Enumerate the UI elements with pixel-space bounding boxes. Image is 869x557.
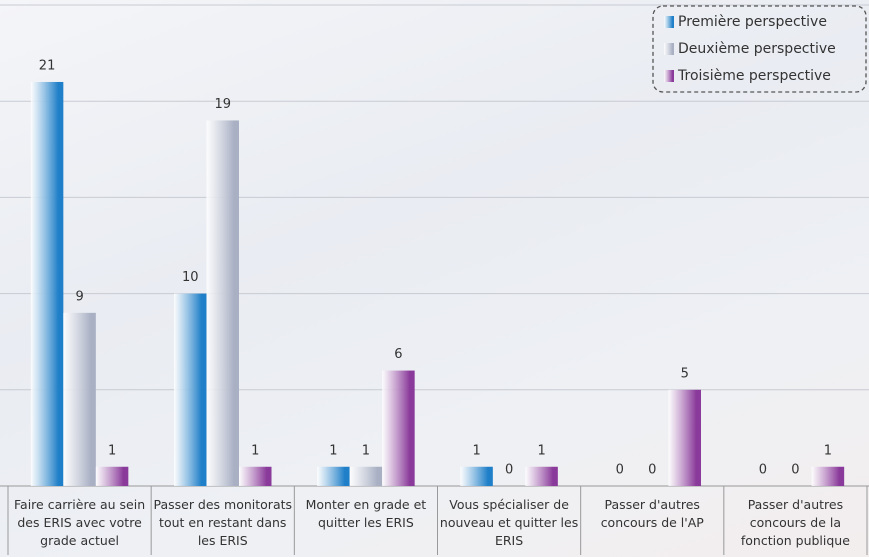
data-label: 10 [182,270,199,285]
legend-label: Première perspective [678,14,827,30]
data-label: 1 [537,443,545,458]
bar [349,466,383,486]
legend-label: Deuxième perspective [678,41,836,57]
legend-swatch [664,70,674,82]
data-label: 5 [681,366,689,381]
bar [525,466,558,486]
data-label: 1 [362,443,370,458]
data-label: 9 [75,289,83,304]
legend-swatch [664,43,674,55]
x-tick-label: Faire carrière au sein des ERIS avec vot… [14,497,146,548]
legend-swatch [664,16,674,28]
data-label: 0 [505,463,513,478]
data-label: 1 [824,443,832,458]
data-label: 0 [648,463,656,478]
data-label: 21 [39,58,56,73]
bar [206,120,239,486]
x-tick-label: Passer d'autres concours de la fonction … [740,497,850,548]
data-label: 1 [472,443,480,458]
x-tick-label: Vous spécialiser de nouveau et quitter l… [439,497,579,548]
data-label: 0 [616,463,624,478]
data-label: 6 [394,347,402,362]
x-tick-label: Passer des monitorats tout en restant da… [153,497,293,548]
data-label: 0 [759,463,767,478]
x-tick-label: Passer d'autres concours de l'AP [600,497,704,530]
bar [174,293,207,486]
data-label: 1 [251,443,259,458]
bar [30,81,64,487]
legend-label: Troisième perspective [677,68,831,84]
bar [95,466,129,486]
data-label: 1 [108,443,116,458]
legend-box [652,5,867,93]
data-label: 19 [214,97,231,112]
bar [63,312,96,486]
data-label: 0 [791,463,799,478]
bar [239,466,272,486]
bar [668,389,701,486]
data-label: 1 [329,443,337,458]
bar [382,370,415,486]
bar [811,466,845,486]
bar [317,466,350,486]
bar [460,466,493,486]
x-tick-label: Monter en grade et quitter les ERIS [305,497,427,530]
